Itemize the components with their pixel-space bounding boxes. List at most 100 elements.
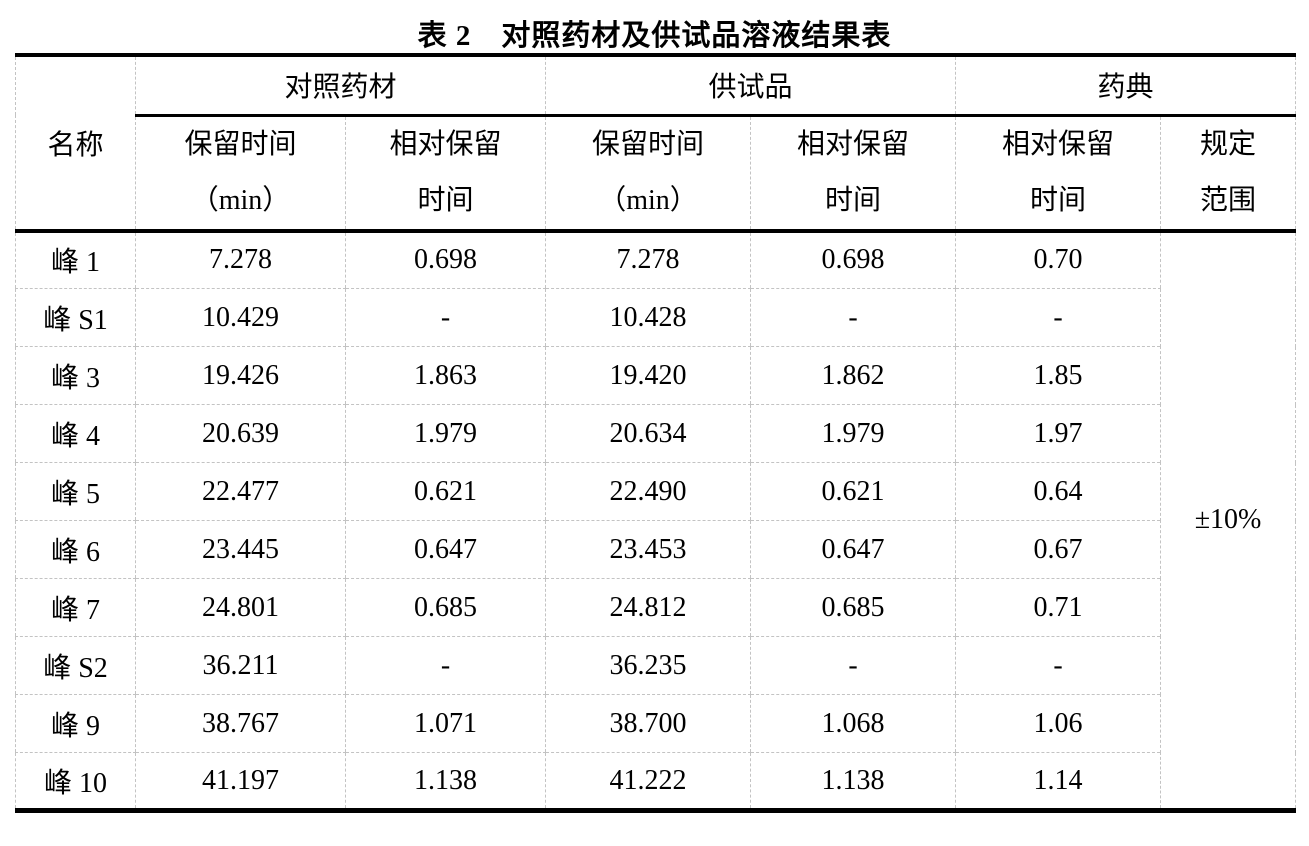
header-retention-time-ref: 保留时间 （min） <box>135 115 346 233</box>
peak-name-cell: 峰 S2 <box>15 636 136 695</box>
value-cell: 1.138 <box>344 752 546 811</box>
spec-range-cell: ±10% <box>1160 230 1296 811</box>
value-cell: 7.278 <box>135 230 346 289</box>
table-row: 峰 S2 36.211-36.235- - <box>15 636 1296 695</box>
value-cell: - <box>344 288 546 347</box>
peak-name-cell: 峰 1 <box>15 230 136 289</box>
value-cell: 0.685 <box>750 578 956 637</box>
value-cell: 23.445 <box>135 520 346 579</box>
table-title: 表 2 对照药材及供试品溶液结果表 <box>417 20 892 52</box>
value-cell: - <box>344 636 546 695</box>
peak-name-cell: 峰 10 <box>43 767 107 799</box>
peak-name-cell: 峰 3 <box>15 346 136 405</box>
value-cell: 20.639 <box>135 404 346 463</box>
value-cell: 19.420 <box>545 346 751 405</box>
value-cell: 19.426 <box>135 346 346 405</box>
header-line: （min） <box>190 184 291 216</box>
value-cell: 0.67 <box>955 520 1161 579</box>
value-cell: - <box>955 288 1161 347</box>
value-cell: 0.64 <box>955 462 1161 521</box>
table-row: 峰 9 38.767 1.071 38.700 1.068 1.06 <box>15 694 1296 753</box>
value-cell: 1.14 <box>955 752 1161 811</box>
value-cell: 24.812 <box>545 578 751 637</box>
value-cell: 0.621 <box>750 462 956 521</box>
header-line: 相对保留 <box>389 128 502 160</box>
table-row: 峰 10 41.197 1.138 41.222 1.138 1.14 <box>16 752 1296 811</box>
header-name: 名称 <box>15 55 136 233</box>
header-line: 范围 <box>1200 184 1257 216</box>
group-header-row: 名称 对照药材 供试品 药典 <box>15 55 1296 233</box>
header-line: 时间 <box>825 184 882 216</box>
value-cell: 10.428 <box>545 288 751 347</box>
header-line: （min） <box>598 184 698 216</box>
value-cell: 22.477 <box>135 462 346 521</box>
header-line: 相对保留 <box>797 128 910 160</box>
value-cell: 36.235 <box>545 636 751 695</box>
value-cell: 1.138 <box>750 752 956 811</box>
value-cell: 1.97 <box>955 404 1161 463</box>
value-cell: 0.647 <box>750 520 956 579</box>
value-cell: 1.85 <box>955 346 1161 405</box>
header-line: 规定 <box>1200 128 1257 160</box>
peak-name-cell: 峰 6 <box>15 520 136 579</box>
value-cell: 0.685 <box>344 578 546 637</box>
value-cell: 0.698 <box>750 230 956 289</box>
group-header-pharmacopoeia: 药典 <box>955 55 1296 117</box>
peak-name-cell: 峰 5 <box>15 462 136 521</box>
value-cell: 24.801 <box>135 578 346 637</box>
value-cell: 0.647 <box>344 520 546 579</box>
value-cell: 36.211 <box>135 636 346 695</box>
value-cell: 0.621 <box>344 462 546 521</box>
peak-name-cell: 峰 9 <box>15 694 136 753</box>
group-header-test-sample: 供试品 <box>545 55 956 117</box>
table-row: 峰 6 23.445 0.647 23.453 0.647 0.67 <box>15 520 1296 579</box>
group-header-reference-material: 对照药材 <box>134 55 546 117</box>
value-cell: 1.863 <box>344 346 546 405</box>
value-cell: 38.700 <box>545 694 751 753</box>
peak-name-cell: 峰 S1 <box>15 288 136 347</box>
header-relative-retention-ref: 相对保留 时间 <box>344 115 546 233</box>
table-row: 峰 7 24.801 0.685 24.812 0.685 0.71 <box>15 578 1296 637</box>
sub-header-row: 保留时间 （min） 相对保留 时间 保留时间 （min） 相对保留 时间 相对… <box>16 115 1296 233</box>
header-line: 保留时间 <box>592 128 705 160</box>
header-retention-time-sample: 保留时间 （min） <box>545 115 751 233</box>
value-cell: 41.222 <box>545 752 751 811</box>
value-cell: 20.634 <box>545 404 751 463</box>
table-body: 峰 1 7.278 0.698 7.278 0.698 0.70 ±10% 峰 S1 10.42… <box>15 230 1296 811</box>
table-row: 峰 3 19.426 1.863 19.420 1.862 1.85 <box>15 346 1296 405</box>
value-cell: 1.068 <box>750 694 956 753</box>
header-line: 保留时间 <box>184 128 297 160</box>
table-row: 峰 S1 10.429-10.428- - <box>15 288 1296 347</box>
header-relative-retention-pharmacopoeia: 相对保留 时间 <box>955 115 1161 233</box>
value-cell: - <box>750 288 956 347</box>
value-cell: 0.71 <box>955 578 1161 637</box>
value-cell: 1.06 <box>955 694 1161 753</box>
table-header: 名称 对照药材 供试品 药典 保留时间 （min） 相对保留 时间 保留时间 （… <box>15 55 1296 233</box>
value-cell: 1.071 <box>344 694 546 753</box>
peak-name-cell: 峰 7 <box>15 578 136 637</box>
value-cell: 1.979 <box>344 404 546 463</box>
table-row: 峰 4 20.639 1.979 20.634 1.979 1.97 <box>15 404 1296 463</box>
value-cell: 1.979 <box>750 404 956 463</box>
table-row: 峰 1 7.278 0.698 7.278 0.698 0.70 ±10% <box>15 230 1296 811</box>
value-cell: - <box>955 636 1161 695</box>
header-specified-range: 规定 范围 <box>1160 115 1296 233</box>
value-cell: 1.862 <box>750 346 956 405</box>
header-line: 时间 <box>1030 184 1087 216</box>
value-cell: 0.70 <box>955 230 1161 289</box>
value-cell: 10.429 <box>135 288 346 347</box>
peak-name-cell: 峰 4 <box>15 404 136 463</box>
results-table: 名称 对照药材 供试品 药典 保留时间 （min） 相对保留 时间 保留时间 （… <box>15 53 1297 813</box>
value-cell: 23.453 <box>545 520 751 579</box>
value-cell: 41.197 <box>135 752 346 811</box>
value-cell: - <box>750 636 956 695</box>
value-cell: 38.767 <box>135 694 346 753</box>
value-cell: 7.278 <box>545 230 751 289</box>
header-relative-retention-sample: 相对保留 时间 <box>750 115 956 233</box>
header-line: 时间 <box>417 184 474 216</box>
table-row: 峰 5 22.477 0.621 22.490 0.621 0.64 <box>15 462 1296 521</box>
value-cell: 0.698 <box>344 230 546 289</box>
value-cell: 22.490 <box>545 462 751 521</box>
header-line: 相对保留 <box>1002 128 1115 160</box>
